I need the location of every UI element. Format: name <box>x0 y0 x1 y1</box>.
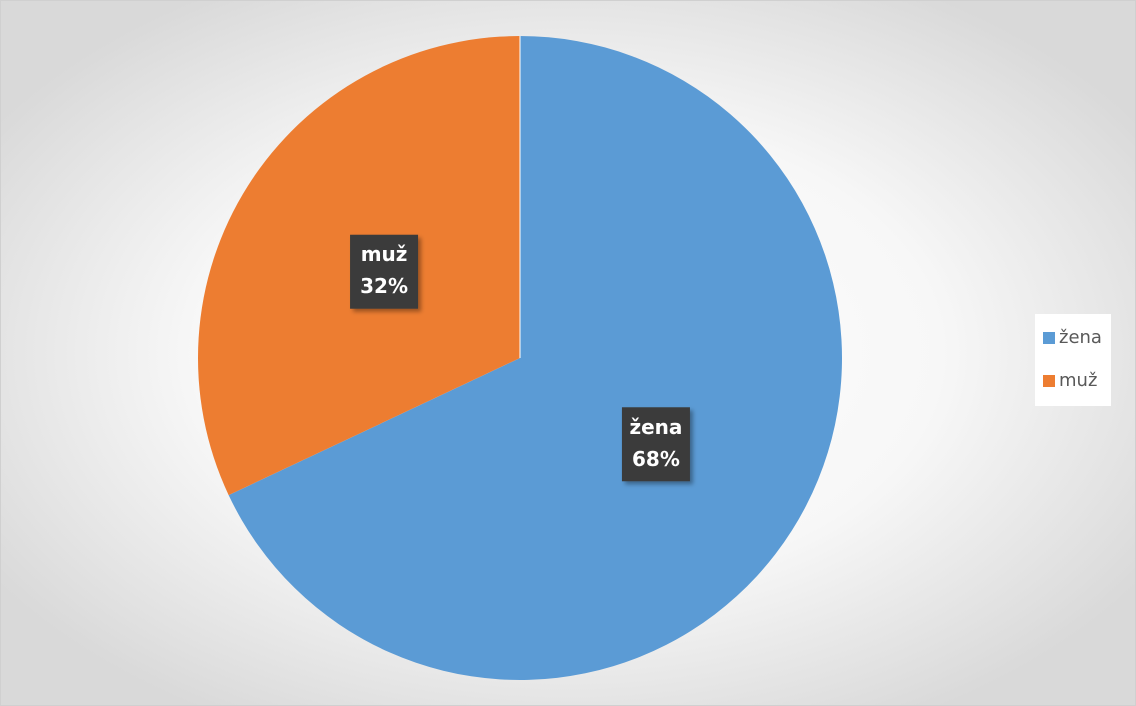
legend-box <box>1035 314 1111 406</box>
legend-label: žena <box>1059 327 1102 348</box>
data-label-box <box>350 234 419 309</box>
data-label-value: 68% <box>632 447 680 471</box>
legend-swatch <box>1043 332 1055 344</box>
data-label-category: žena <box>629 415 682 439</box>
data-label-category: muž <box>361 242 408 266</box>
data-label: muž 32% <box>350 234 419 309</box>
pie-slice <box>228 36 842 680</box>
data-label-box <box>621 407 690 482</box>
legend-label: muž <box>1059 370 1097 391</box>
data-label-value: 32% <box>360 274 408 298</box>
data-label: žena 68% <box>621 407 690 482</box>
legend-swatch <box>1043 375 1055 387</box>
